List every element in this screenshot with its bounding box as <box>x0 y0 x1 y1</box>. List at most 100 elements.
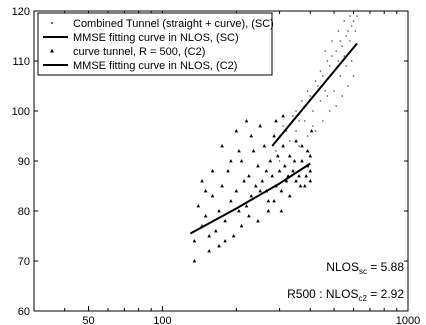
data-point-dot <box>314 130 317 132</box>
data-point-triangle <box>192 239 197 243</box>
data-point-dot <box>295 130 297 132</box>
data-point-dot <box>352 75 355 77</box>
data-point-triangle <box>247 174 251 178</box>
data-point-triangle <box>256 219 260 223</box>
data-point-triangle <box>247 214 251 218</box>
data-point-dot <box>356 15 358 17</box>
data-point-triangle <box>268 159 273 163</box>
y-tick-label: 90 <box>18 156 30 168</box>
data-point-dot <box>322 120 324 122</box>
data-point-triangle <box>244 119 249 123</box>
data-point-dot <box>331 40 333 42</box>
data-point-dot <box>306 90 309 92</box>
data-point-triangle <box>223 239 227 243</box>
data-point-dot <box>335 50 337 52</box>
data-point-triangle <box>287 154 292 158</box>
data-point-triangle <box>308 179 313 183</box>
legend-label: MMSE fitting curve in NLOS, (SC) <box>73 32 239 44</box>
data-point-triangle <box>270 174 275 178</box>
data-point-triangle <box>220 144 224 148</box>
annotation-value: = 2.92 <box>367 287 404 301</box>
data-point-triangle <box>294 139 298 143</box>
data-point-triangle <box>282 164 287 168</box>
data-point-dot <box>343 55 346 57</box>
data-point-triangle <box>249 134 254 138</box>
data-point-triangle <box>237 209 241 213</box>
data-point-dot <box>301 100 303 102</box>
data-point-triangle <box>196 204 201 208</box>
data-point-triangle <box>294 179 298 183</box>
data-point-triangle <box>284 179 289 183</box>
data-point-dot <box>306 135 309 137</box>
data-point-dot <box>298 145 300 147</box>
y-tick-label: 110 <box>12 56 30 68</box>
data-point-triangle <box>217 209 221 213</box>
y-axis: 60 70 80 90 100 110 120 <box>12 6 408 318</box>
data-point-triangle <box>264 169 269 173</box>
series-1 <box>271 42 358 147</box>
annotation-subscript: c2 <box>359 294 368 303</box>
data-point-triangle <box>258 189 262 193</box>
x-tick-label: 1000 <box>396 315 420 325</box>
annotation-main: NLOS <box>326 260 359 274</box>
data-point-dot <box>319 70 322 72</box>
data-point-dot <box>343 20 346 22</box>
series-3 <box>189 162 311 235</box>
legend-label: Combined Tunnel (straight + curve), (SC) <box>73 18 274 30</box>
annotation-subscript: sc <box>359 267 367 276</box>
data-point-dot <box>337 60 340 62</box>
y-tick-label: 100 <box>12 106 30 118</box>
data-point-dot <box>317 85 319 87</box>
data-point-triangle <box>229 159 233 163</box>
data-point-triangle <box>210 194 215 198</box>
data-point-dot <box>324 90 326 92</box>
data-point-triangle <box>281 114 285 118</box>
data-point-dot <box>304 120 306 122</box>
data-point-dot <box>282 125 284 127</box>
x-tick-label: 50 <box>82 315 94 325</box>
data-point-dot <box>295 110 297 112</box>
data-point-triangle <box>192 259 197 263</box>
data-point-triangle <box>229 199 233 203</box>
data-point-dot <box>333 90 335 92</box>
data-point-triangle <box>300 159 304 163</box>
data-point-triangle <box>239 224 244 228</box>
annotations: NLOSsc = 5.88 R500 : NLOSc2 = 2.92 <box>287 260 404 303</box>
data-point-dot <box>278 160 281 162</box>
data-point-dot <box>349 15 351 17</box>
data-point-dot <box>275 150 277 152</box>
data-point-dot <box>309 95 312 97</box>
data-point-triangle <box>251 149 256 153</box>
data-point-triangle <box>300 144 304 148</box>
annotation-text: NLOSsc = 5.88 <box>326 260 404 276</box>
annotation-text: R500 : NLOSc2 = 2.92 <box>287 287 404 303</box>
data-point-triangle <box>281 144 285 148</box>
data-point-triangle <box>258 124 262 128</box>
data-point-dot <box>339 75 342 77</box>
data-point-triangle <box>274 119 278 123</box>
data-point-dot <box>328 110 331 112</box>
data-point-dot <box>354 30 357 32</box>
legend: Combined Tunnel (straight + curve), (SC)… <box>37 12 274 76</box>
data-point-triangle <box>262 144 267 148</box>
data-point-dot <box>312 110 314 112</box>
legend-swatch-dot <box>51 22 53 24</box>
data-point-dot <box>335 105 337 107</box>
data-point-triangle <box>260 179 265 183</box>
data-point-triangle <box>203 189 208 193</box>
data-point-dot <box>350 60 353 62</box>
data-point-triangle <box>220 184 224 188</box>
data-point-dot <box>324 50 326 52</box>
data-point-dot <box>345 65 347 67</box>
data-point-triangle <box>234 189 239 193</box>
data-point-triangle <box>298 184 303 188</box>
data-point-triangle <box>237 149 241 153</box>
data-point-triangle <box>203 214 208 218</box>
data-point-triangle <box>210 169 215 173</box>
y-tick-label: 60 <box>18 306 30 318</box>
data-point-triangle <box>292 159 297 163</box>
data-point-triangle <box>277 169 282 173</box>
series-2 <box>192 114 314 263</box>
fit-line <box>271 42 358 147</box>
